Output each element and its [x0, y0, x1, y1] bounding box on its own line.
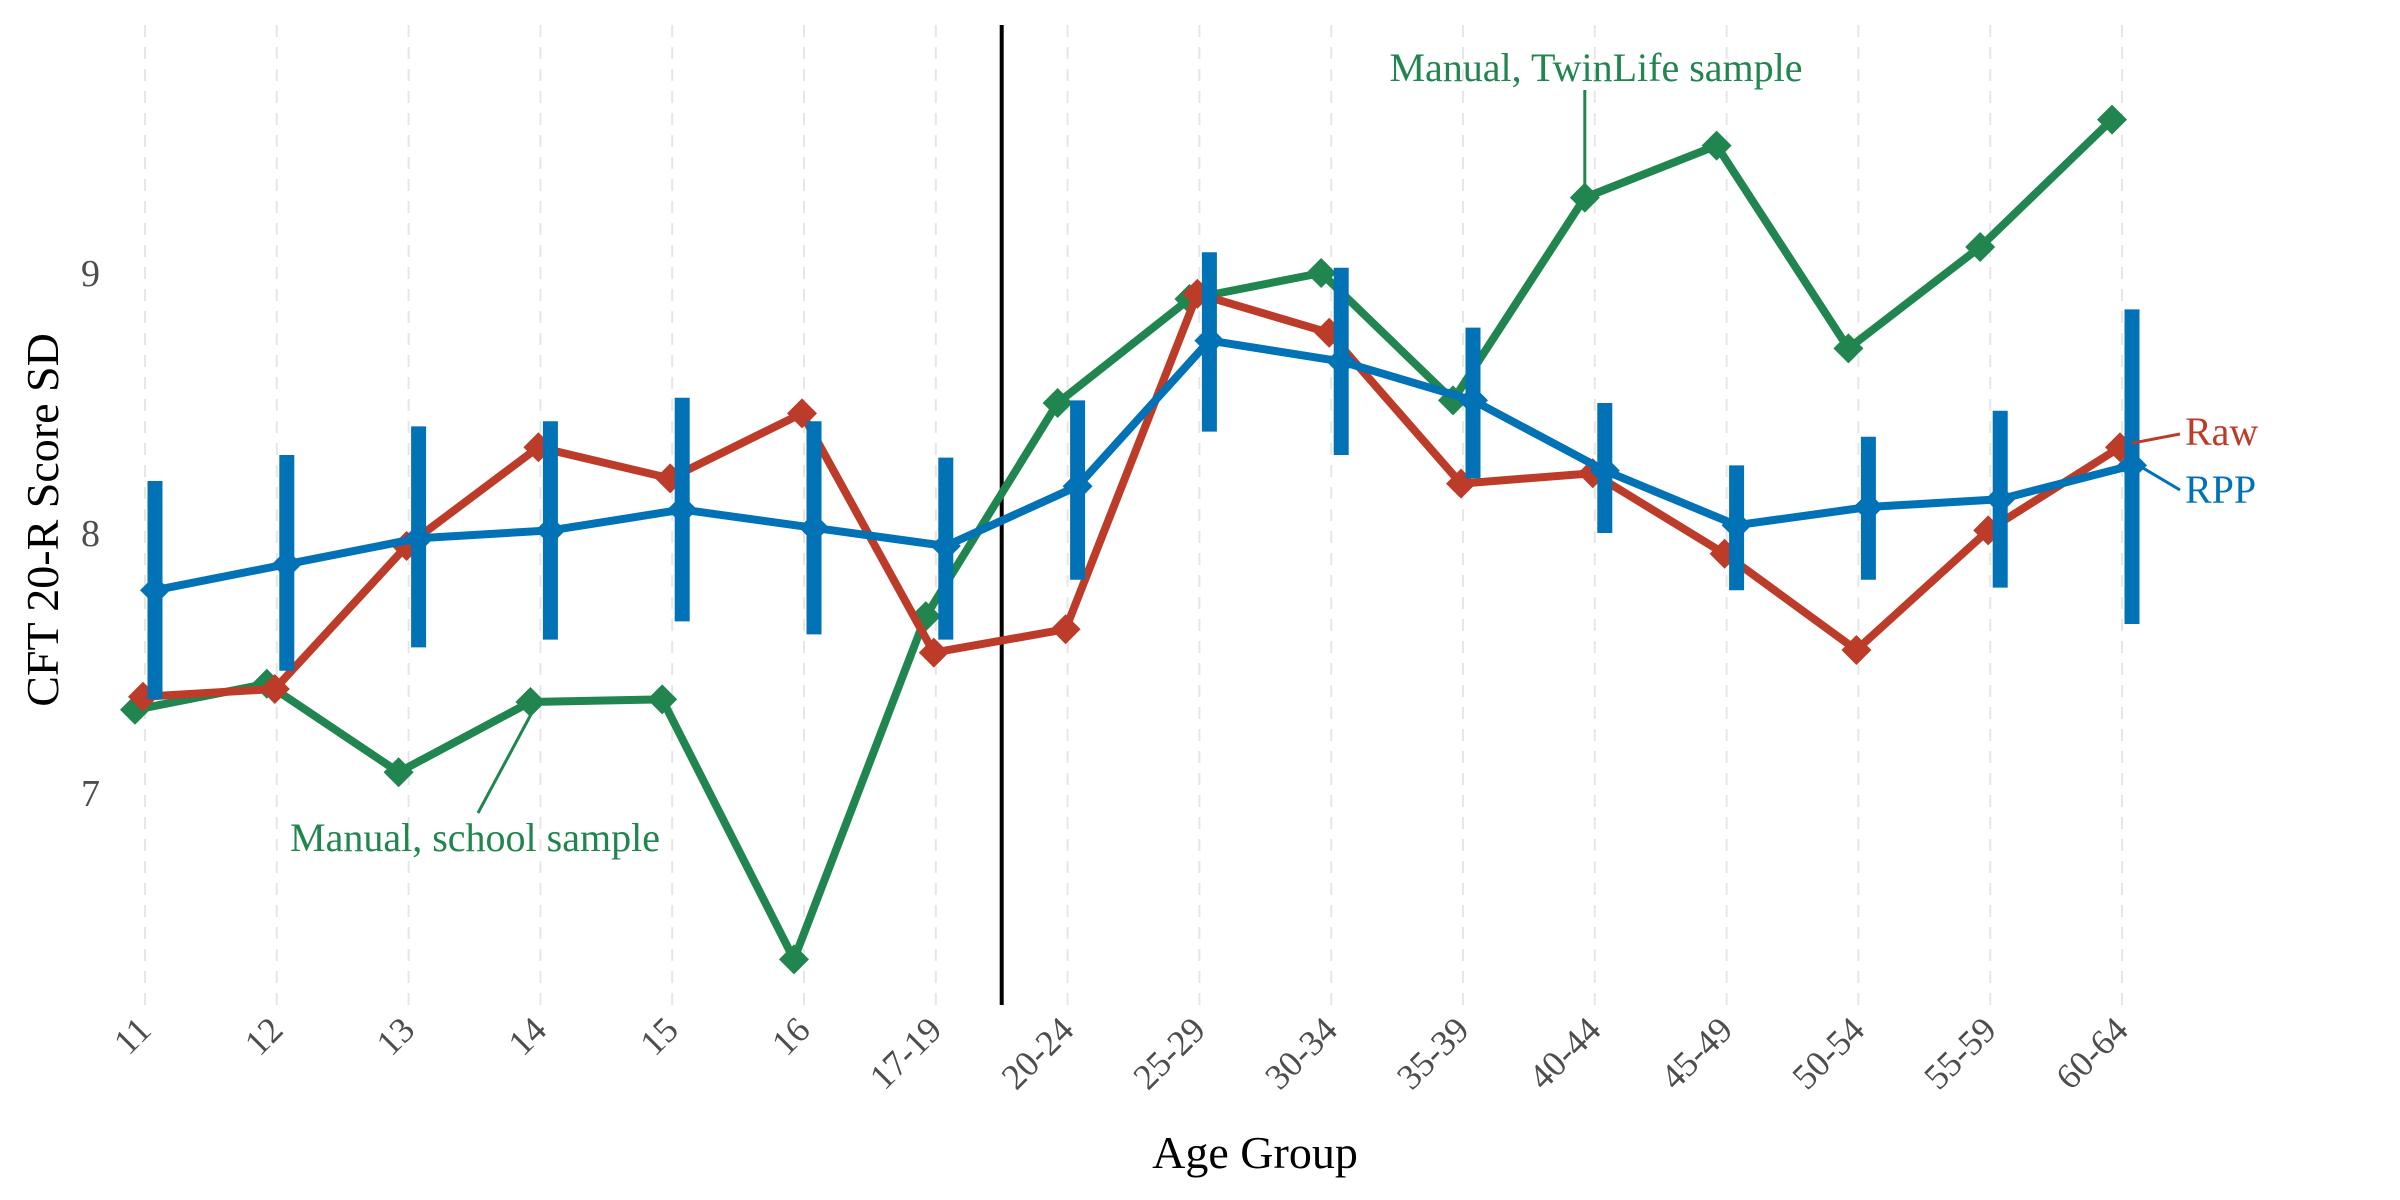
y-tick-label-2: 9 [81, 253, 100, 295]
label-manual-twinlife: Manual, TwinLife sample [1389, 45, 1802, 90]
series-rpp [140, 252, 2147, 700]
x-tick-label-7: 20-24 [994, 1009, 1082, 1097]
x-tick-label-9: 30-34 [1257, 1009, 1345, 1097]
point-raw-5 [787, 398, 817, 429]
line-manual_school [134, 614, 930, 964]
point-rpp-14 [1985, 484, 2016, 515]
x-axis-title: Age Group [1152, 1127, 1358, 1178]
point-rpp-12 [1721, 510, 1752, 541]
point-rpp-13 [1853, 492, 1884, 522]
x-tick-label-0: 11 [106, 1009, 159, 1062]
point-manual_twinlife-6 [1701, 130, 1732, 161]
label-rpp: RPP [2185, 467, 2256, 512]
annotations: Manual, school sample Manual, TwinLife sa… [290, 45, 2258, 860]
leader-rpp [2141, 466, 2181, 492]
y-tick-label-1: 8 [81, 513, 100, 555]
x-tick-label-2: 13 [369, 1009, 423, 1063]
x-tick-label-13: 50-54 [1784, 1009, 1872, 1097]
line-raw [142, 289, 2123, 701]
series-lines [120, 104, 2147, 975]
point-manual_school-3 [515, 687, 546, 717]
x-tick-label-6: 17-19 [862, 1009, 950, 1097]
label-raw: Raw [2185, 409, 2258, 454]
point-rpp-1 [271, 549, 302, 580]
point-raw-6 [918, 637, 949, 668]
x-tick-label-11: 40-44 [1521, 1009, 1609, 1097]
point-manual_twinlife-8 [1965, 232, 1996, 262]
leader-raw [2131, 432, 2181, 445]
x-tick-label-3: 14 [500, 1009, 554, 1063]
point-rpp-6 [930, 531, 961, 561]
line-rpp [154, 336, 2133, 595]
label-manual-school: Manual, school sample [290, 815, 660, 860]
point-rpp-2 [403, 523, 434, 554]
y-axis-title: CFT 20-R Score SD [17, 333, 68, 707]
point-manual_twinlife-9 [2097, 104, 2127, 135]
point-manual_twinlife-1 [1042, 388, 1073, 418]
point-raw-7 [1050, 614, 1081, 645]
point-manual_school-5 [779, 944, 809, 975]
point-rpp-0 [140, 575, 170, 606]
point-rpp-5 [799, 512, 829, 543]
point-rpp-11 [1589, 455, 1620, 486]
point-rpp-9 [1326, 346, 1357, 377]
point-manual_school-4 [647, 684, 678, 715]
leader-manual-school [476, 707, 536, 814]
point-rpp-4 [667, 494, 698, 525]
point-manual_twinlife-5 [1569, 182, 1600, 213]
series-manual_school [120, 601, 941, 975]
x-tick-label-5: 16 [764, 1009, 818, 1063]
point-raw-13 [1841, 635, 1872, 665]
x-tick-label-14: 55-59 [1916, 1009, 2004, 1097]
x-tick-label-12: 45-49 [1653, 1009, 1741, 1097]
point-manual_twinlife-7 [1833, 333, 1864, 364]
series-raw [128, 278, 2135, 712]
point-rpp-3 [535, 515, 566, 546]
x-tick-label-15: 60-64 [2048, 1009, 2136, 1097]
point-rpp-7 [1062, 471, 1093, 502]
line-manual_twinlife [922, 116, 2115, 619]
point-manual_twinlife-3 [1306, 258, 1337, 288]
point-rpp-8 [1194, 325, 1225, 356]
x-tick-label-10: 35-39 [1389, 1009, 1477, 1097]
point-rpp-15 [2117, 450, 2147, 481]
x-tick-label-1: 12 [237, 1009, 291, 1063]
axis-ticks: 11 12 13 14 15 16 17-19 20-24 25-29 30-34 35-39 40-… [81, 253, 2136, 1097]
x-tick-label-4: 15 [632, 1009, 686, 1063]
point-rpp-10 [1458, 385, 1488, 416]
y-tick-label-0: 7 [81, 773, 100, 815]
x-tick-label-8: 25-29 [1125, 1009, 1213, 1097]
point-manual_school-2 [383, 757, 414, 788]
point-raw-1 [259, 674, 290, 704]
series-manual_twinlife [910, 104, 2127, 632]
